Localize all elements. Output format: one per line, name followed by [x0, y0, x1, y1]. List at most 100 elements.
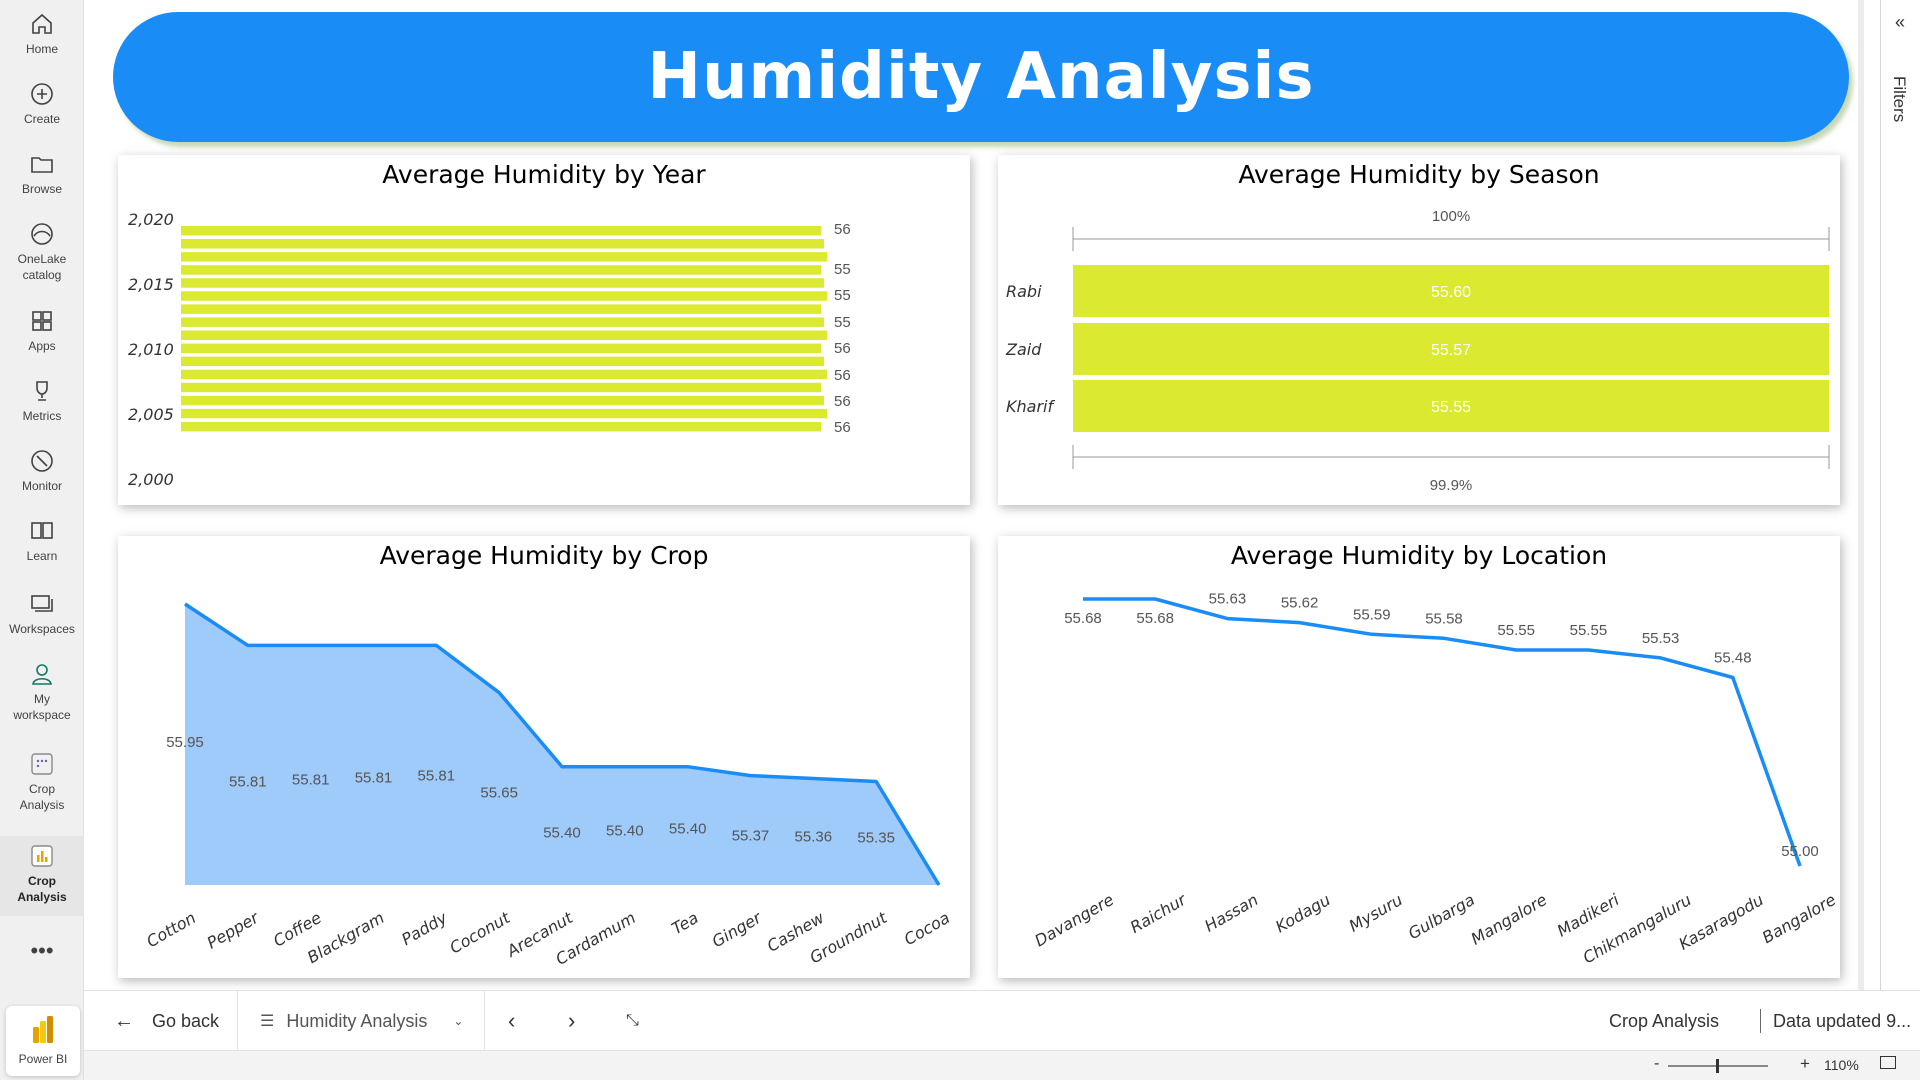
data-label: 55.40: [606, 823, 644, 840]
data-label: 56: [834, 367, 851, 384]
year-bar: [181, 369, 827, 380]
year-bar: [181, 408, 827, 419]
data-label: 55.55: [1497, 622, 1535, 639]
nav-my-workspace[interactable]: My workspace: [0, 660, 84, 723]
nav-label: Create: [23, 112, 61, 126]
data-label: 55.55: [1570, 622, 1608, 639]
page-selector[interactable]: ☰ Humidity Analysis ⌄: [260, 991, 463, 1051]
year-bar: [181, 265, 821, 275]
nav-crop-analysis-app[interactable]: Crop Analysis: [0, 750, 84, 813]
nav-learn[interactable]: Learn: [0, 517, 84, 564]
x-tick-label: Tea: [668, 908, 701, 938]
data-label: 55.68: [1064, 610, 1102, 627]
collapse-arrows-icon: ⤡: [626, 1012, 639, 1029]
nav-browse[interactable]: Browse: [0, 150, 84, 197]
category-label: Kharif: [1006, 397, 1055, 416]
filters-pane[interactable]: « Filters: [1880, 0, 1920, 990]
apps-icon: [32, 311, 52, 331]
chart-title: Average Humidity by Year: [382, 160, 706, 189]
x-tick-label: Cocoa: [901, 908, 953, 949]
x-tick-label: Cotton: [143, 908, 199, 951]
nav-apps[interactable]: Apps: [0, 307, 84, 354]
zoom-slider-thumb[interactable]: [1716, 1059, 1719, 1073]
crop-area-chart: 55.95 55.81 55.81 55.81 55.81 55.65 55.40 55.40…: [143, 602, 953, 969]
filters-label[interactable]: Filters: [1890, 76, 1909, 123]
chevron-right-icon: ›: [568, 1008, 576, 1033]
data-updated-status[interactable]: Data updated 9...: [1773, 1010, 1912, 1031]
y-tick-label: 2,010: [128, 340, 174, 359]
chart-title: Average Humidity by Season: [1238, 160, 1600, 189]
data-label: 56: [834, 340, 851, 357]
category-label: Rabi: [1006, 282, 1042, 301]
y-tick-label: 2,020: [128, 210, 174, 229]
nav-label: Metrics: [22, 409, 62, 423]
next-page-button[interactable]: ›: [568, 991, 575, 1051]
nav-crop-analysis-report[interactable]: Crop Analysis: [0, 836, 84, 916]
left-navigation-rail: Home Create Browse OneLake catalog Apps …: [0, 0, 84, 1080]
zoom-out-button[interactable]: -: [1654, 1055, 1660, 1072]
year-bar: [181, 330, 827, 340]
canvas-scroll-edge: [1858, 0, 1864, 990]
data-label: 56: [834, 419, 851, 436]
year-bar: [181, 395, 824, 406]
nav-create[interactable]: Create: [0, 80, 84, 127]
go-back-button[interactable]: ← Go back: [114, 991, 219, 1051]
nav-label: Crop Analysis: [19, 782, 65, 812]
chevron-left-icon: ‹: [508, 1008, 516, 1033]
power-bi-logo-icon: [33, 1016, 53, 1043]
data-label: 55.95: [166, 734, 204, 751]
season-bar: [1073, 380, 1829, 432]
nav-home[interactable]: Home: [0, 10, 84, 57]
chart-humidity-by-season[interactable]: Average Humidity by Season 100% Rabi 55.60…: [998, 155, 1840, 505]
nav-label: Apps: [28, 339, 56, 353]
data-label: 55: [834, 287, 851, 304]
power-bi-switcher[interactable]: Power BI: [6, 1006, 80, 1076]
chart-humidity-by-location[interactable]: Average Humidity by Location 55.68 55.68 5…: [998, 536, 1840, 978]
onelake-icon: [31, 223, 53, 245]
go-back-label: Go back: [152, 1010, 220, 1031]
data-label: 56: [834, 221, 851, 238]
zoom-level: 110%: [1824, 1057, 1859, 1073]
x-tick-label: Ginger: [709, 907, 766, 951]
fit-to-page-icon[interactable]: [1880, 1056, 1896, 1069]
folder-icon: [31, 157, 53, 173]
nav-metrics[interactable]: Metrics: [0, 377, 84, 424]
exit-focus-button[interactable]: ⤡: [626, 991, 639, 1051]
area-fill: [185, 604, 939, 885]
data-label: 55.65: [480, 785, 518, 802]
series-line: [184, 602, 941, 886]
year-bar: [181, 382, 821, 393]
nav-workspaces[interactable]: Workspaces: [0, 590, 84, 637]
zoom-in-button[interactable]: +: [1800, 1054, 1810, 1073]
report-icon: [31, 845, 53, 867]
chevron-down-icon: ⌄: [453, 1014, 464, 1028]
chart-humidity-by-year[interactable]: Average Humidity by Year 2,020 2,015 2,010…: [118, 155, 970, 505]
data-label: 55.00: [1781, 843, 1819, 860]
x-tick-label: Bangalore: [1759, 890, 1839, 947]
nav-onelake-catalog[interactable]: OneLake catalog: [0, 220, 84, 283]
data-label: 55.55: [1431, 399, 1471, 416]
previous-page-button[interactable]: ‹: [508, 991, 515, 1051]
book-icon: [31, 522, 53, 539]
nav-monitor[interactable]: Monitor: [0, 447, 84, 494]
report-footer: ← Go back ☰ Humidity Analysis ⌄ ‹ › ⤡ Cr…: [84, 990, 1920, 1051]
zoom-slider[interactable]: [1668, 1059, 1768, 1073]
nav-label: Learn: [26, 549, 58, 563]
data-label: 55.57: [1431, 342, 1471, 359]
chart-humidity-by-crop[interactable]: Average Humidity by Crop 55.95 55.81 55.81…: [118, 536, 970, 978]
axis-top-label: 100%: [1432, 208, 1470, 225]
app-grid-icon: [31, 753, 53, 775]
title-banner: Humidity Analysis: [113, 12, 1849, 142]
more-options-button[interactable]: •••: [30, 938, 54, 963]
person-icon: [32, 664, 52, 685]
data-label: 55.53: [1642, 630, 1680, 647]
zoom-status-bar: - + 110%: [84, 1050, 1920, 1080]
data-label: 55: [834, 261, 851, 278]
data-label: 55.40: [669, 821, 707, 838]
year-bar: [181, 421, 821, 432]
collapse-filters-icon[interactable]: «: [1895, 12, 1906, 32]
data-label: 55.63: [1209, 591, 1247, 608]
series-line: [1083, 597, 1802, 867]
year-bar: [181, 356, 824, 367]
page-selector-label: Humidity Analysis: [286, 1010, 428, 1031]
